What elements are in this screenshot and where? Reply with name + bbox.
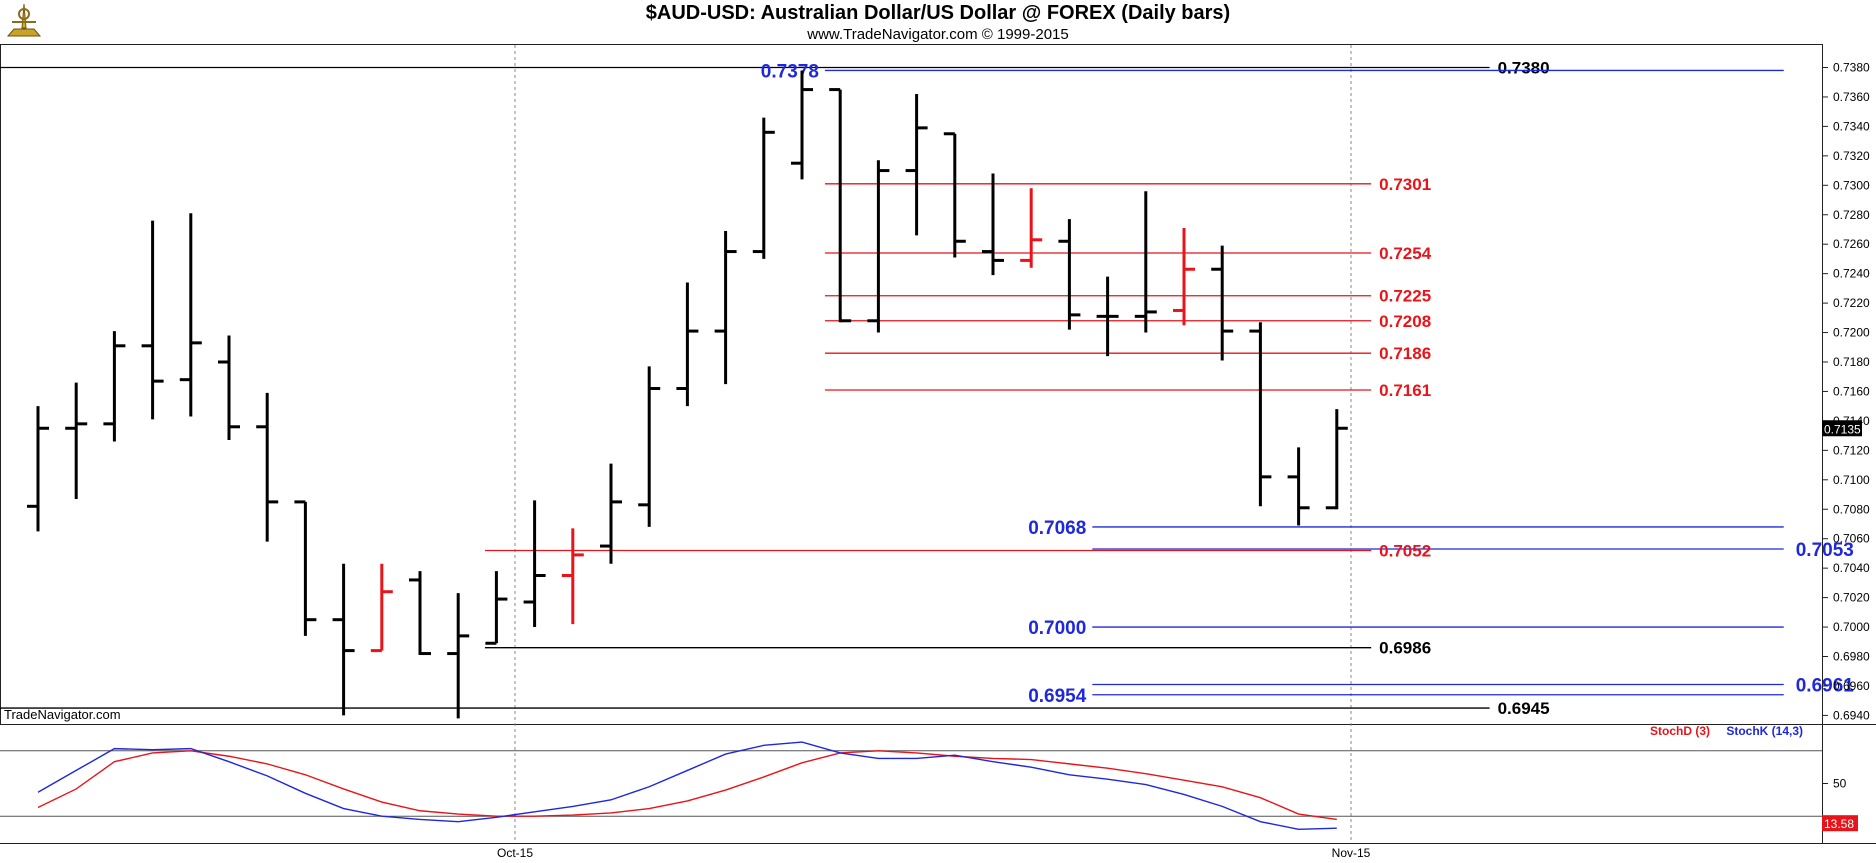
level-label: 0.7378 [761, 61, 819, 82]
chart-title: $AUD-USD: Australian Dollar/US Dollar @ … [645, 2, 1231, 24]
level-label: 0.7068 [1028, 518, 1086, 539]
x-tick-label: Nov-15 [1332, 846, 1371, 860]
level-label: 0.6945 [1498, 699, 1550, 718]
stoch-last-badge [1822, 815, 1858, 832]
y-tick-label: 0.7240 [1833, 267, 1870, 281]
y-tick-label: 0.7260 [1833, 237, 1870, 251]
level-label: 0.7000 [1028, 618, 1086, 639]
level-label: 0.7225 [1379, 287, 1431, 306]
y-tick-label: 0.7200 [1833, 326, 1870, 340]
level-label: 0.7254 [1379, 244, 1432, 263]
y-tick-label: 0.7100 [1833, 473, 1870, 487]
stoch-y-tick-label: 50 [1833, 777, 1847, 791]
y-tick-label: 0.7160 [1833, 384, 1870, 398]
y-tick-label: 0.7380 [1833, 61, 1870, 75]
price-bars [27, 70, 1348, 719]
level-label: 0.7161 [1379, 381, 1431, 400]
y-tick-label: 0.6940 [1833, 708, 1870, 722]
watermark: TradeNavigator.com [4, 707, 121, 722]
y-tick-label: 0.7300 [1833, 178, 1870, 192]
x-tick-label: Oct-15 [497, 846, 533, 860]
level-label: 0.6954 [1028, 686, 1087, 707]
stoch-series-d [37, 750, 1337, 821]
y-tick-label: 0.7060 [1833, 532, 1870, 546]
stochastic-panel: 50 13.58 [37, 741, 1858, 832]
y-tick-label: 0.7340 [1833, 119, 1870, 133]
y-tick-label: 0.6960 [1833, 679, 1870, 693]
level-label: 0.6986 [1379, 639, 1431, 658]
y-tick-label: 0.7320 [1833, 149, 1870, 163]
level-label: 0.7053 [1796, 540, 1854, 561]
trade-navigator-logo-icon [6, 3, 42, 37]
y-tick-label: 0.7040 [1833, 561, 1870, 575]
stoch-series-k [37, 741, 1337, 830]
y-tick-label: 0.6980 [1833, 650, 1870, 664]
y-tick-label: 0.7360 [1833, 90, 1870, 104]
y-tick-label: 0.7000 [1833, 620, 1870, 634]
legend-stoch-k: StochK (14,3) [1726, 724, 1803, 738]
chart-frame [0, 44, 1823, 725]
legend-stoch-d: StochD (3) [1650, 724, 1710, 738]
y-tick-label: 0.7080 [1833, 502, 1870, 516]
y-tick-label: 0.7280 [1833, 208, 1870, 222]
level-lines: 0.7380 0.7378 0.7301 0.7254 0.7225 0.7208 0.71… [0, 59, 1854, 718]
stoch-last-label: 13.58 [1824, 817, 1854, 831]
chart-subtitle: www.TradeNavigator.com © 1999-2015 [807, 26, 1069, 43]
level-label: 0.7208 [1379, 312, 1431, 331]
level-label: 0.7301 [1379, 175, 1431, 194]
y-tick-label: 0.7180 [1833, 355, 1870, 369]
level-label: 0.7052 [1379, 541, 1431, 560]
level-label: 0.7186 [1379, 344, 1431, 363]
price-axis: 0.7380 0.7360 0.7340 0.7320 0.7300 0.7280 0.72… [1822, 61, 1870, 722]
y-tick-label: 0.7120 [1833, 443, 1870, 457]
y-tick-label: 0.7220 [1833, 296, 1870, 310]
last-price-label: 0.7135 [1824, 422, 1861, 436]
last-price-badge [1822, 420, 1862, 437]
y-tick-label: 0.7020 [1833, 591, 1870, 605]
level-label: 0.7380 [1498, 59, 1550, 78]
